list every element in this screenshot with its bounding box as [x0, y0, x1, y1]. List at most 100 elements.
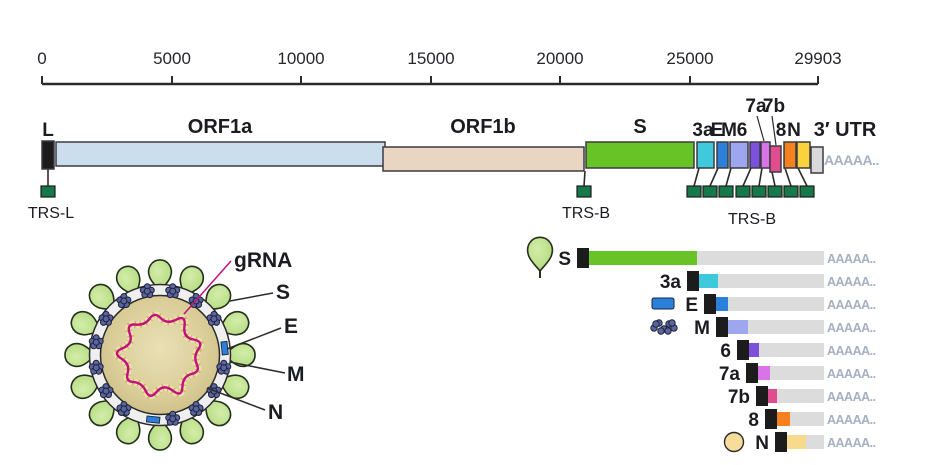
scale-tick-label: 15000 [407, 49, 454, 68]
sgrna-tail-bar [748, 320, 824, 334]
scale-tick-label: 0 [37, 49, 46, 68]
sgrna-tail-bar [759, 343, 824, 357]
grna-coil [115, 313, 202, 397]
envelope-protein-icon [220, 340, 229, 356]
sgrna-tail-bar [697, 251, 824, 265]
gene-label-e: E [711, 120, 724, 141]
genome-polya-label: AAAAA.. [824, 152, 879, 168]
sgrna-row-8: 8 AAAAA.. [748, 409, 876, 431]
sgrna-tail-bar [770, 366, 824, 380]
sgrna-body-bar [758, 366, 770, 380]
gene-box-orf6 [749, 141, 761, 169]
sgrna-body-bar [777, 412, 790, 426]
gene-box-orf3a [696, 141, 715, 169]
virion-label-line-membrane [229, 361, 286, 374]
sgrna-leader-box [577, 248, 589, 268]
virion-label-membrane: M [287, 363, 305, 386]
sgrna-body-bar [768, 389, 777, 403]
virion-label-envelope: E [284, 315, 298, 338]
membrane-protein-icon [116, 401, 132, 416]
gene-box-orf1b [382, 146, 585, 172]
sgrna-row-icons [526, 236, 745, 453]
sgrna-label: 7a [719, 364, 741, 385]
trs-b-cluster-label: TRS-B [728, 211, 776, 228]
sgrna-polya-label: AAAAA.. [827, 436, 876, 450]
sgrna-label: 8 [748, 410, 759, 431]
gene-label-orf1b: ORF1b [450, 116, 516, 138]
trs-b-label: TRS-B [562, 205, 610, 222]
trs-marker [799, 185, 815, 198]
gene-label-leader: L [42, 120, 54, 141]
membrane-protein-icon [98, 310, 114, 326]
sgrna-leader-box [737, 340, 749, 360]
trs-connector [709, 167, 719, 187]
sgrna-polya-label: AAAAA.. [827, 344, 876, 358]
sgrna-polya-label: AAAAA.. [827, 321, 876, 335]
sgrna-row-N: N AAAAA.. [755, 432, 876, 454]
gene-label-orf6: 6 [737, 120, 748, 141]
spike-icon [179, 265, 205, 298]
virion-label-nucleocapsid: N [268, 401, 283, 424]
trs-connector [693, 167, 700, 187]
trs-marker [686, 185, 702, 198]
virion-illustration: gRNA SE MN [64, 249, 305, 451]
sgrna-tail-bar [790, 412, 824, 426]
spike-icon [147, 259, 173, 293]
trs-marker [576, 185, 592, 198]
membrane-protein-icon [188, 401, 204, 416]
envelope-protein-icon [145, 415, 161, 424]
trs-connector [725, 167, 732, 187]
trs-connector [784, 167, 792, 187]
spike-icon [147, 417, 173, 451]
gene-label-utr3: 3′ UTR [814, 119, 877, 141]
trs-connector [771, 171, 776, 187]
gene-box-m [729, 141, 749, 169]
trs-connector-lines [47, 167, 808, 187]
trs-marker [767, 185, 783, 198]
spike-icon [217, 310, 250, 336]
gene-box-leader [41, 140, 55, 170]
gene-box-orf1a [55, 141, 386, 167]
sgrna-row-E: E AAAAA.. [685, 294, 876, 316]
sgrna-label: M [694, 318, 710, 339]
membrane-protein-icon [139, 283, 155, 299]
spike-icon [115, 412, 141, 445]
sgrna-body-bar [728, 320, 748, 334]
trs-markers: TRS-L TRS-B TRS-B [28, 185, 815, 228]
sgrna-body-bar [589, 251, 697, 265]
sgrna-label: 6 [720, 341, 731, 362]
membrane-protein-icon [88, 359, 104, 375]
spike-icon [88, 399, 116, 427]
sgrna-body-bar [749, 343, 759, 357]
sgrna-leader-box [687, 271, 699, 291]
sgrna-label: 7b [728, 387, 750, 408]
sgrna-leader-box [704, 294, 716, 314]
trs-connector [797, 167, 808, 187]
trs-connector [742, 167, 752, 187]
trs-connector [758, 167, 763, 187]
sgrna-tail-bar [728, 297, 824, 311]
trs-marker [783, 185, 799, 198]
gene-box-n [796, 141, 811, 169]
gene-label-line-orf7b [771, 115, 777, 146]
sgrna-leader-box [775, 432, 787, 452]
spike-icon [179, 412, 205, 445]
membrane-protein-icon [216, 359, 232, 375]
virion-label-spike: S [276, 281, 290, 304]
membrane-protein-icon [98, 383, 114, 399]
sgrna-row-7b: 7b AAAAA.. [728, 386, 876, 408]
sgrna-row-6: 6 AAAAA.. [720, 340, 876, 362]
spike-icon [204, 283, 232, 311]
scale-tick-label: 29903 [794, 49, 841, 68]
membrane-protein-icon [116, 293, 132, 308]
virion-label-line-nucleocapsid [206, 387, 266, 411]
sgrna-row-7a: 7a AAAAA.. [719, 363, 876, 385]
nucleocapsid-icon [723, 431, 745, 453]
spike-icon [204, 399, 232, 427]
trs-marker [40, 185, 56, 198]
spike-icon [526, 236, 554, 273]
scale-tick-label: 20000 [536, 49, 583, 68]
sgrna-body-bar [716, 297, 728, 311]
